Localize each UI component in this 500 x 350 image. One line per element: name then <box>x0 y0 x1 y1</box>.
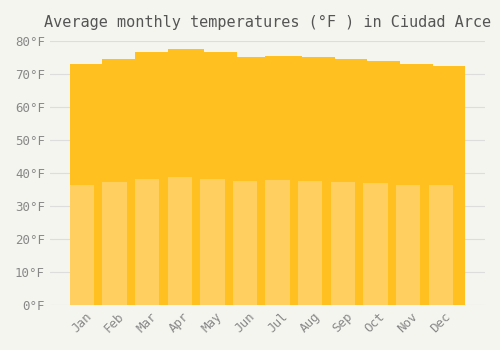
Bar <box>135 52 160 179</box>
Bar <box>408 64 432 305</box>
Bar <box>70 64 94 184</box>
Bar <box>266 56 290 180</box>
Bar <box>102 59 126 182</box>
Bar <box>278 56 302 305</box>
Bar <box>298 57 322 181</box>
Title: Average monthly temperatures (°F ) in Ciudad Arce: Average monthly temperatures (°F ) in Ci… <box>44 15 491 30</box>
Bar <box>364 61 388 183</box>
Bar <box>200 52 224 179</box>
Bar <box>233 181 257 305</box>
Bar <box>428 66 453 186</box>
Bar <box>396 184 420 305</box>
Bar <box>200 179 224 305</box>
Bar <box>168 49 192 177</box>
Bar <box>330 59 355 182</box>
Bar <box>364 183 388 305</box>
Bar <box>70 184 94 305</box>
Bar <box>310 57 334 305</box>
Bar <box>233 57 257 181</box>
Bar <box>441 66 465 305</box>
Bar <box>212 52 237 305</box>
Bar <box>102 182 126 305</box>
Bar <box>428 186 453 305</box>
Bar <box>180 49 204 305</box>
Bar <box>82 64 106 305</box>
Bar <box>376 61 400 305</box>
Bar <box>330 182 355 305</box>
Bar <box>396 64 420 184</box>
Bar <box>147 52 172 305</box>
Bar <box>114 59 139 305</box>
Bar <box>168 177 192 305</box>
Bar <box>343 59 367 305</box>
Bar <box>266 180 290 305</box>
Bar <box>298 181 322 305</box>
Bar <box>245 57 270 305</box>
Bar <box>135 179 160 305</box>
